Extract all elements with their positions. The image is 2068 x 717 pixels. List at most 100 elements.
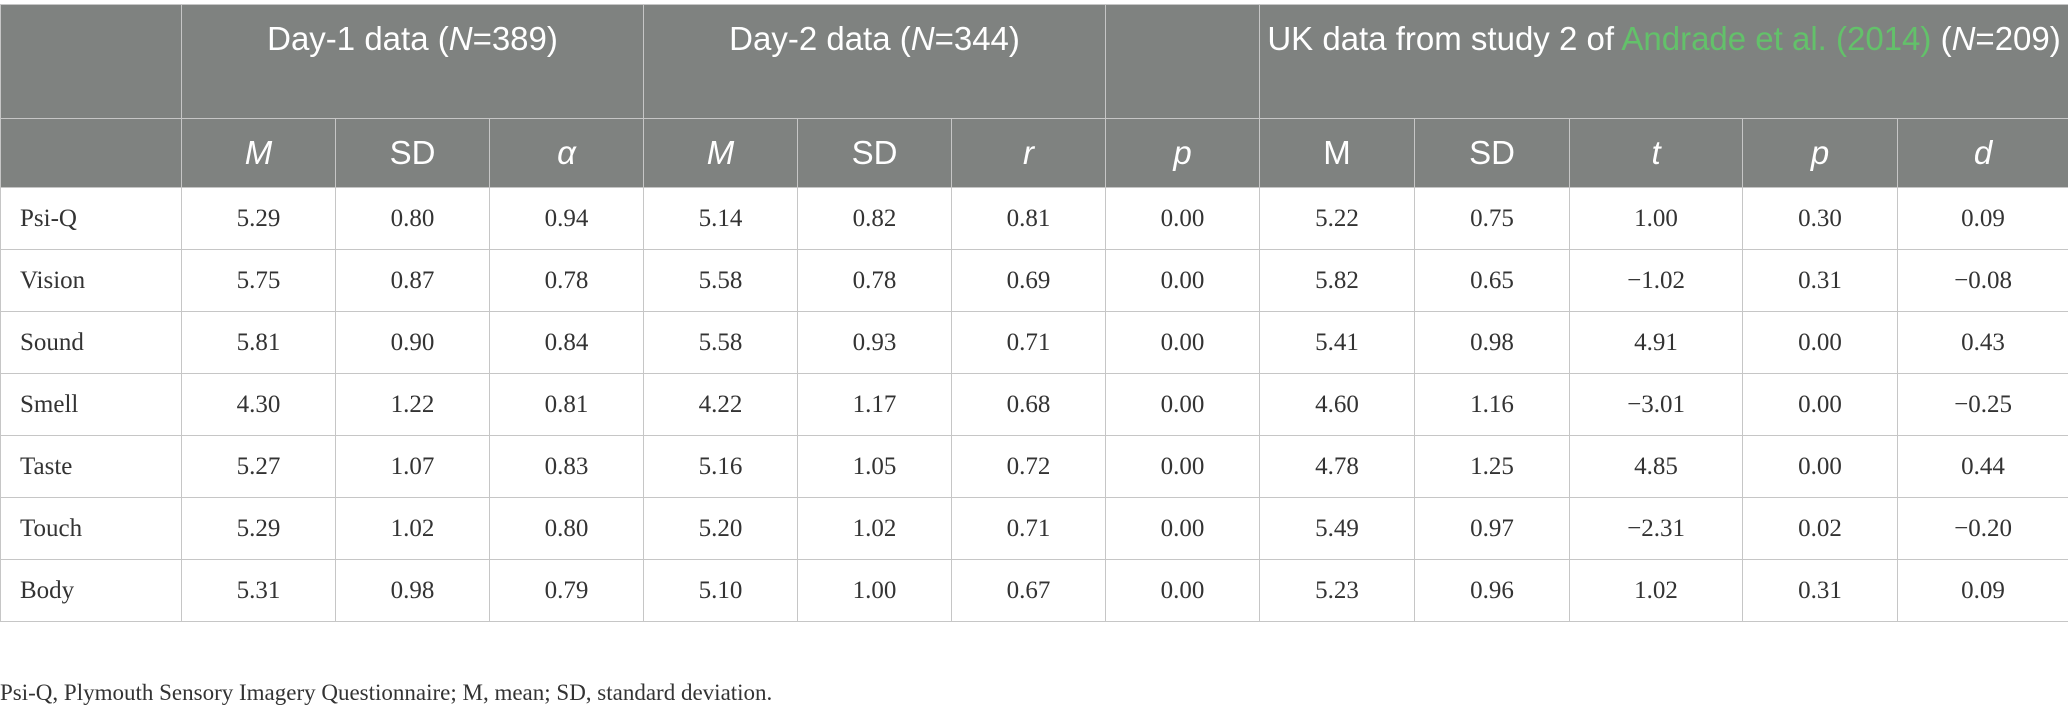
- table-row: Taste 5.27 1.07 0.83 5.16 1.05 0.72 0.00 4.78 1.2…: [0, 435, 2068, 498]
- table-cell: 5.23: [1259, 559, 1416, 622]
- col-header-day1-sd: SD: [335, 118, 490, 188]
- table-cell: 1.00: [797, 559, 953, 622]
- table-cell: 1.17: [797, 373, 953, 436]
- table-cell: 0.80: [488, 497, 645, 560]
- table-cell: 0.00: [1105, 249, 1261, 312]
- table-cell: 5.29: [181, 497, 336, 560]
- table-cell: −0.08: [1897, 249, 2068, 312]
- table-cell: −3.01: [1569, 373, 1744, 436]
- row-label: Body: [0, 559, 182, 622]
- table-cell: −0.20: [1897, 497, 2068, 560]
- table-cell: 4.60: [1259, 373, 1416, 436]
- col-header-day2-r: r: [951, 118, 1107, 188]
- table-row: Touch 5.29 1.02 0.80 5.20 1.02 0.71 0.00 5.49 0.9…: [0, 497, 2068, 560]
- group-header-day2: Day-2 data (N=344): [643, 4, 1107, 119]
- table-cell: 0.83: [488, 435, 645, 498]
- table-cell: 0.00: [1105, 497, 1261, 560]
- col-header-day1-alpha: α: [488, 118, 645, 188]
- table-row: Psi-Q 5.29 0.80 0.94 5.14 0.82 0.81 0.00 5.22 0.7…: [0, 187, 2068, 250]
- table-row: Vision 5.75 0.87 0.78 5.58 0.78 0.69 0.00 5.82 0.…: [0, 249, 2068, 312]
- table-cell: 4.78: [1259, 435, 1416, 498]
- table-cell: 1.02: [335, 497, 490, 560]
- row-label: Sound: [0, 311, 182, 374]
- row-label: Smell: [0, 373, 182, 436]
- table-cell: 5.49: [1259, 497, 1416, 560]
- table-cell: 0.09: [1897, 559, 2068, 622]
- table-cell: 0.97: [1414, 497, 1571, 560]
- table-cell: 0.78: [488, 249, 645, 312]
- footnote: Psi-Q, Plymouth Sensory Imagery Question…: [0, 680, 773, 705]
- table-cell: 0.00: [1742, 435, 1899, 498]
- table-cell: 0.00: [1105, 435, 1261, 498]
- table-cell: 0.31: [1742, 249, 1899, 312]
- table-cell: 5.22: [1259, 187, 1416, 250]
- table-cell: −2.31: [1569, 497, 1744, 560]
- group-header-row: Day-1 data (N=389) Day-2 data (N=344) UK…: [0, 4, 2068, 119]
- table-cell: 0.71: [951, 497, 1107, 560]
- table-cell: 0.93: [797, 311, 953, 374]
- table-cell: 4.91: [1569, 311, 1744, 374]
- table-cell: 4.22: [643, 373, 799, 436]
- table-cell: 5.81: [181, 311, 336, 374]
- table-cell: 1.22: [335, 373, 490, 436]
- table-cell: 5.75: [181, 249, 336, 312]
- table-cell: 0.00: [1105, 311, 1261, 374]
- col-header-uk-sd: SD: [1414, 118, 1571, 188]
- table-cell: 0.30: [1742, 187, 1899, 250]
- table-cell: 0.98: [1414, 311, 1571, 374]
- table-cell: 0.65: [1414, 249, 1571, 312]
- table-cell: 0.79: [488, 559, 645, 622]
- table-cell: 0.00: [1742, 311, 1899, 374]
- table-cell: 0.43: [1897, 311, 2068, 374]
- table-cell: 1.05: [797, 435, 953, 498]
- row-label: Taste: [0, 435, 182, 498]
- table-row: Smell 4.30 1.22 0.81 4.22 1.17 0.68 0.00 4.60 1.1…: [0, 373, 2068, 436]
- table-cell: 0.69: [951, 249, 1107, 312]
- table-cell: 0.00: [1742, 373, 1899, 436]
- table-cell: −0.25: [1897, 373, 2068, 436]
- group-header-uk: UK data from study 2 of Andrade et al. (…: [1259, 4, 2068, 119]
- table-cell: 0.00: [1105, 373, 1261, 436]
- table-cell: 0.96: [1414, 559, 1571, 622]
- table-cell: 0.87: [335, 249, 490, 312]
- table-cell: 0.02: [1742, 497, 1899, 560]
- table-cell: 1.07: [335, 435, 490, 498]
- table-cell: −1.02: [1569, 249, 1744, 312]
- table-cell: 5.58: [643, 311, 799, 374]
- table-cell: 1.02: [797, 497, 953, 560]
- col-header-day2-p: p: [1105, 118, 1261, 188]
- col-header-day2-m: M: [643, 118, 799, 188]
- col-header-day1-m: M: [181, 118, 336, 188]
- sub-header-corner: [0, 118, 182, 188]
- table-cell: 1.16: [1414, 373, 1571, 436]
- table-cell: 5.10: [643, 559, 799, 622]
- table-cell: 0.31: [1742, 559, 1899, 622]
- table-cell: 0.90: [335, 311, 490, 374]
- citation-link[interactable]: Andrade et al. (2014): [1621, 20, 1932, 57]
- row-label: Vision: [0, 249, 182, 312]
- table-cell: 0.80: [335, 187, 490, 250]
- table-cell: 0.71: [951, 311, 1107, 374]
- table-cell: 0.09: [1897, 187, 2068, 250]
- table-cell: 5.14: [643, 187, 799, 250]
- table-cell: 5.16: [643, 435, 799, 498]
- table-cell: 0.00: [1105, 559, 1261, 622]
- col-header-uk-t: t: [1569, 118, 1744, 188]
- corner-cell: [0, 4, 182, 119]
- table-cell: 4.30: [181, 373, 336, 436]
- table-cell: 0.81: [488, 373, 645, 436]
- table-cell: 0.00: [1105, 187, 1261, 250]
- table-cell: 0.98: [335, 559, 490, 622]
- table-cell: 0.82: [797, 187, 953, 250]
- col-header-uk-p: p: [1742, 118, 1899, 188]
- table-cell: 1.02: [1569, 559, 1744, 622]
- table-cell: 5.29: [181, 187, 336, 250]
- table-cell: 0.94: [488, 187, 645, 250]
- table-cell: 5.82: [1259, 249, 1416, 312]
- table-cell: 1.00: [1569, 187, 1744, 250]
- sub-header-row: M SD α M SD r p M SD t p d: [0, 118, 2068, 188]
- row-label: Psi-Q: [0, 187, 182, 250]
- table-cell: 0.68: [951, 373, 1107, 436]
- table-cell: 1.25: [1414, 435, 1571, 498]
- table-cell: 0.81: [951, 187, 1107, 250]
